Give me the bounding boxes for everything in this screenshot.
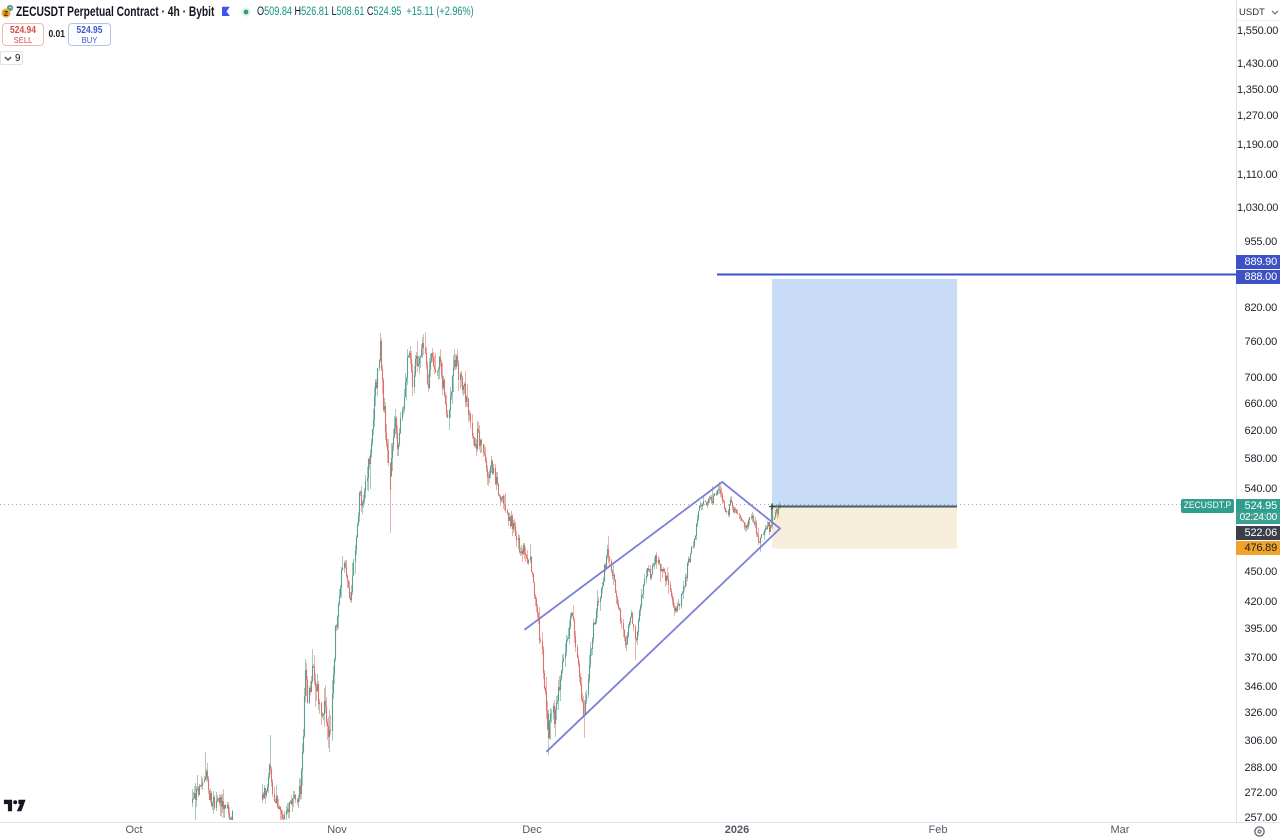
svg-text:Z: Z bbox=[4, 9, 9, 18]
